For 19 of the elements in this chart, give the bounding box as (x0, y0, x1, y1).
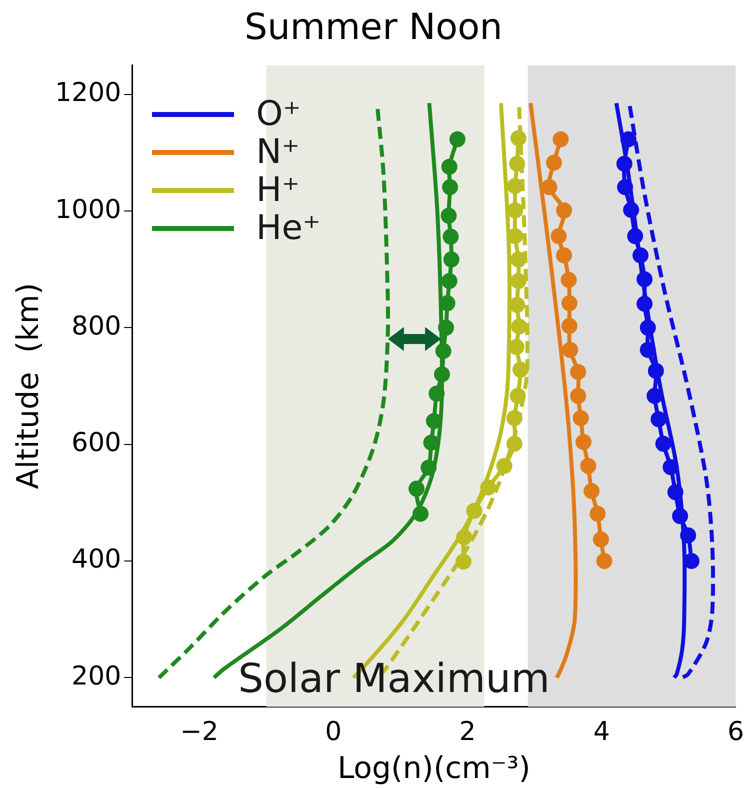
chart-title: Summer Noon (244, 6, 502, 48)
x-axis-title: Log(n)(cm⁻³) (337, 750, 530, 786)
y-tick-label: 400 (72, 544, 122, 575)
y-tick-label: 1200 (54, 78, 122, 108)
x-tick-label: 4 (593, 717, 610, 748)
x-tick-label: 0 (325, 717, 342, 748)
y-tick-label: 200 (72, 661, 122, 692)
legend-label: H⁺ (256, 170, 300, 210)
y-tick-label: 600 (72, 428, 122, 458)
x-tick-label: 2 (459, 717, 476, 748)
legend-label: O⁺ (256, 94, 301, 134)
y-tick-label: 800 (72, 311, 122, 342)
x-tick-label: 6 (727, 717, 744, 748)
annotation: Solar Maximum (238, 656, 550, 702)
x-tick-label: −2 (180, 717, 218, 748)
legend-label: He⁺ (256, 208, 321, 248)
y-axis-title: Altitude (km) (10, 282, 46, 490)
y-tick-label: 1000 (54, 194, 122, 225)
legend-label: N⁺ (256, 132, 300, 172)
